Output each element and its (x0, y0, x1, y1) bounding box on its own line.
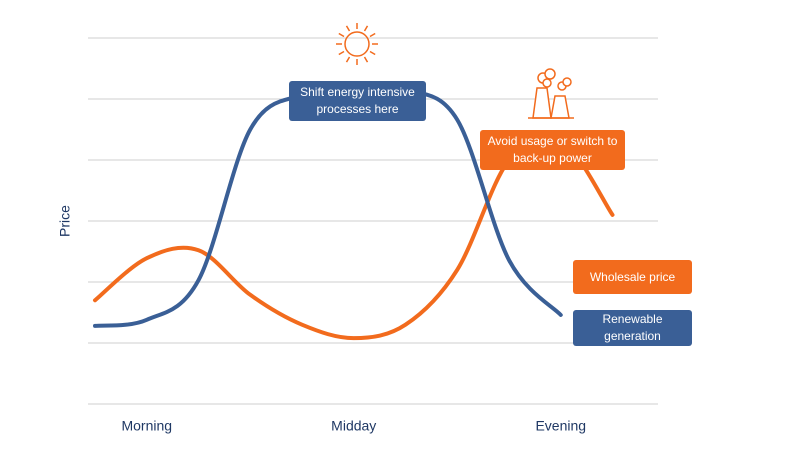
x-tick-label: Evening (535, 418, 586, 434)
annotation: Shift energy intensive processes here (289, 81, 426, 121)
factory-icon (528, 68, 574, 119)
sun-ray (363, 56, 369, 63)
series-line (93, 84, 563, 328)
sun-ray (345, 25, 351, 32)
sun-ray (363, 25, 369, 32)
x-tick-label: Morning (121, 418, 172, 434)
x-tick-label: Midday (331, 418, 376, 434)
y-axis-label: Price (57, 205, 73, 237)
sun-icon (336, 23, 378, 65)
sun-ray (338, 50, 345, 56)
annotation: Avoid usage or switch to back-up power (480, 130, 625, 170)
sun-ray (345, 56, 351, 63)
series-label: Renewable generation (573, 310, 692, 346)
sun-ray (338, 32, 345, 38)
series-label: Wholesale price (573, 260, 692, 294)
sun-ray (369, 32, 376, 38)
sun-ray (369, 50, 376, 56)
